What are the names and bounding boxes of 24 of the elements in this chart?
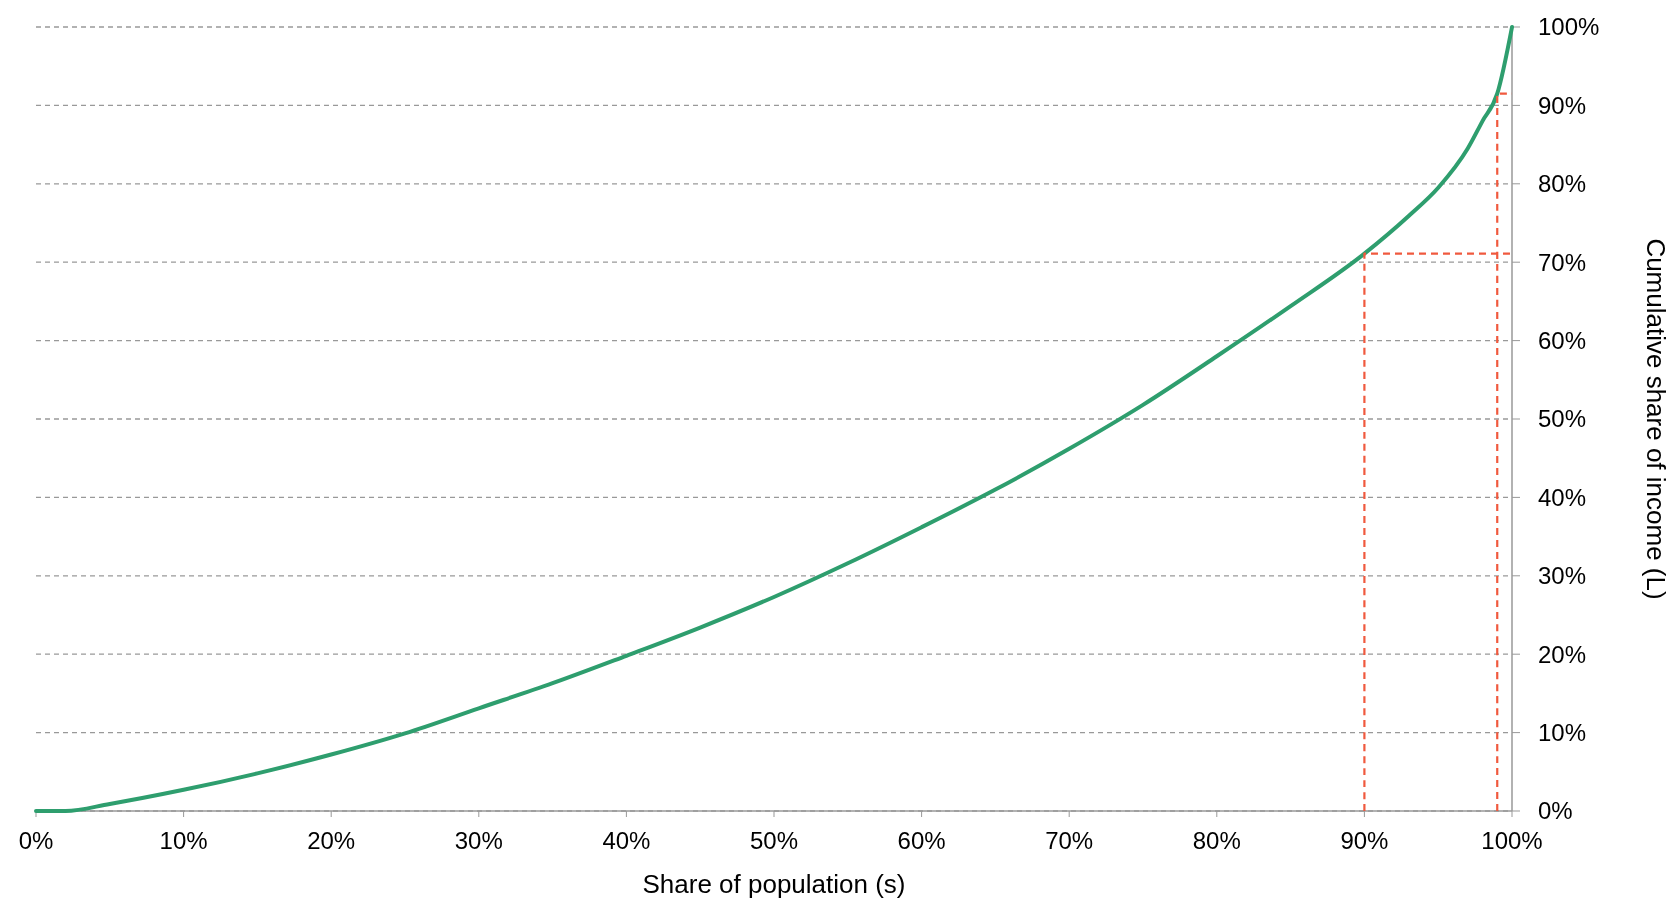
x-tick-label: 40% bbox=[602, 827, 651, 854]
y-tick-label: 90% bbox=[1538, 91, 1587, 119]
x-tick-label: 30% bbox=[454, 827, 503, 854]
y-tick-label: 100% bbox=[1538, 13, 1600, 41]
y-tick-label: 10% bbox=[1538, 719, 1587, 746]
x-tick-label: 70% bbox=[1045, 827, 1094, 854]
x-tick-label: 90% bbox=[1340, 827, 1389, 854]
x-tick-label: 100% bbox=[1481, 827, 1543, 854]
x-tick-label: 10% bbox=[159, 827, 208, 854]
y-tick-label: 0% bbox=[1538, 797, 1573, 825]
x-tick-label: 60% bbox=[897, 827, 946, 854]
x-tick-label: 20% bbox=[307, 827, 356, 854]
y-tick-label: 30% bbox=[1538, 562, 1587, 590]
x-tick-label: 80% bbox=[1192, 827, 1241, 854]
x-tick-label: 50% bbox=[749, 827, 799, 854]
y-tick-label: 60% bbox=[1538, 327, 1587, 354]
y-tick-label: 20% bbox=[1538, 640, 1587, 668]
y-tick-label: 70% bbox=[1538, 248, 1587, 276]
y-tick-label: 80% bbox=[1538, 170, 1587, 198]
y-tick-label: 50% bbox=[1538, 405, 1587, 433]
y-tick-label: 40% bbox=[1538, 483, 1587, 511]
x-axis-title: Share of population (s) bbox=[642, 869, 906, 899]
x-tick-label: 0% bbox=[18, 827, 54, 854]
y-axis-title: Cumulative share of income (L) bbox=[1641, 238, 1671, 600]
